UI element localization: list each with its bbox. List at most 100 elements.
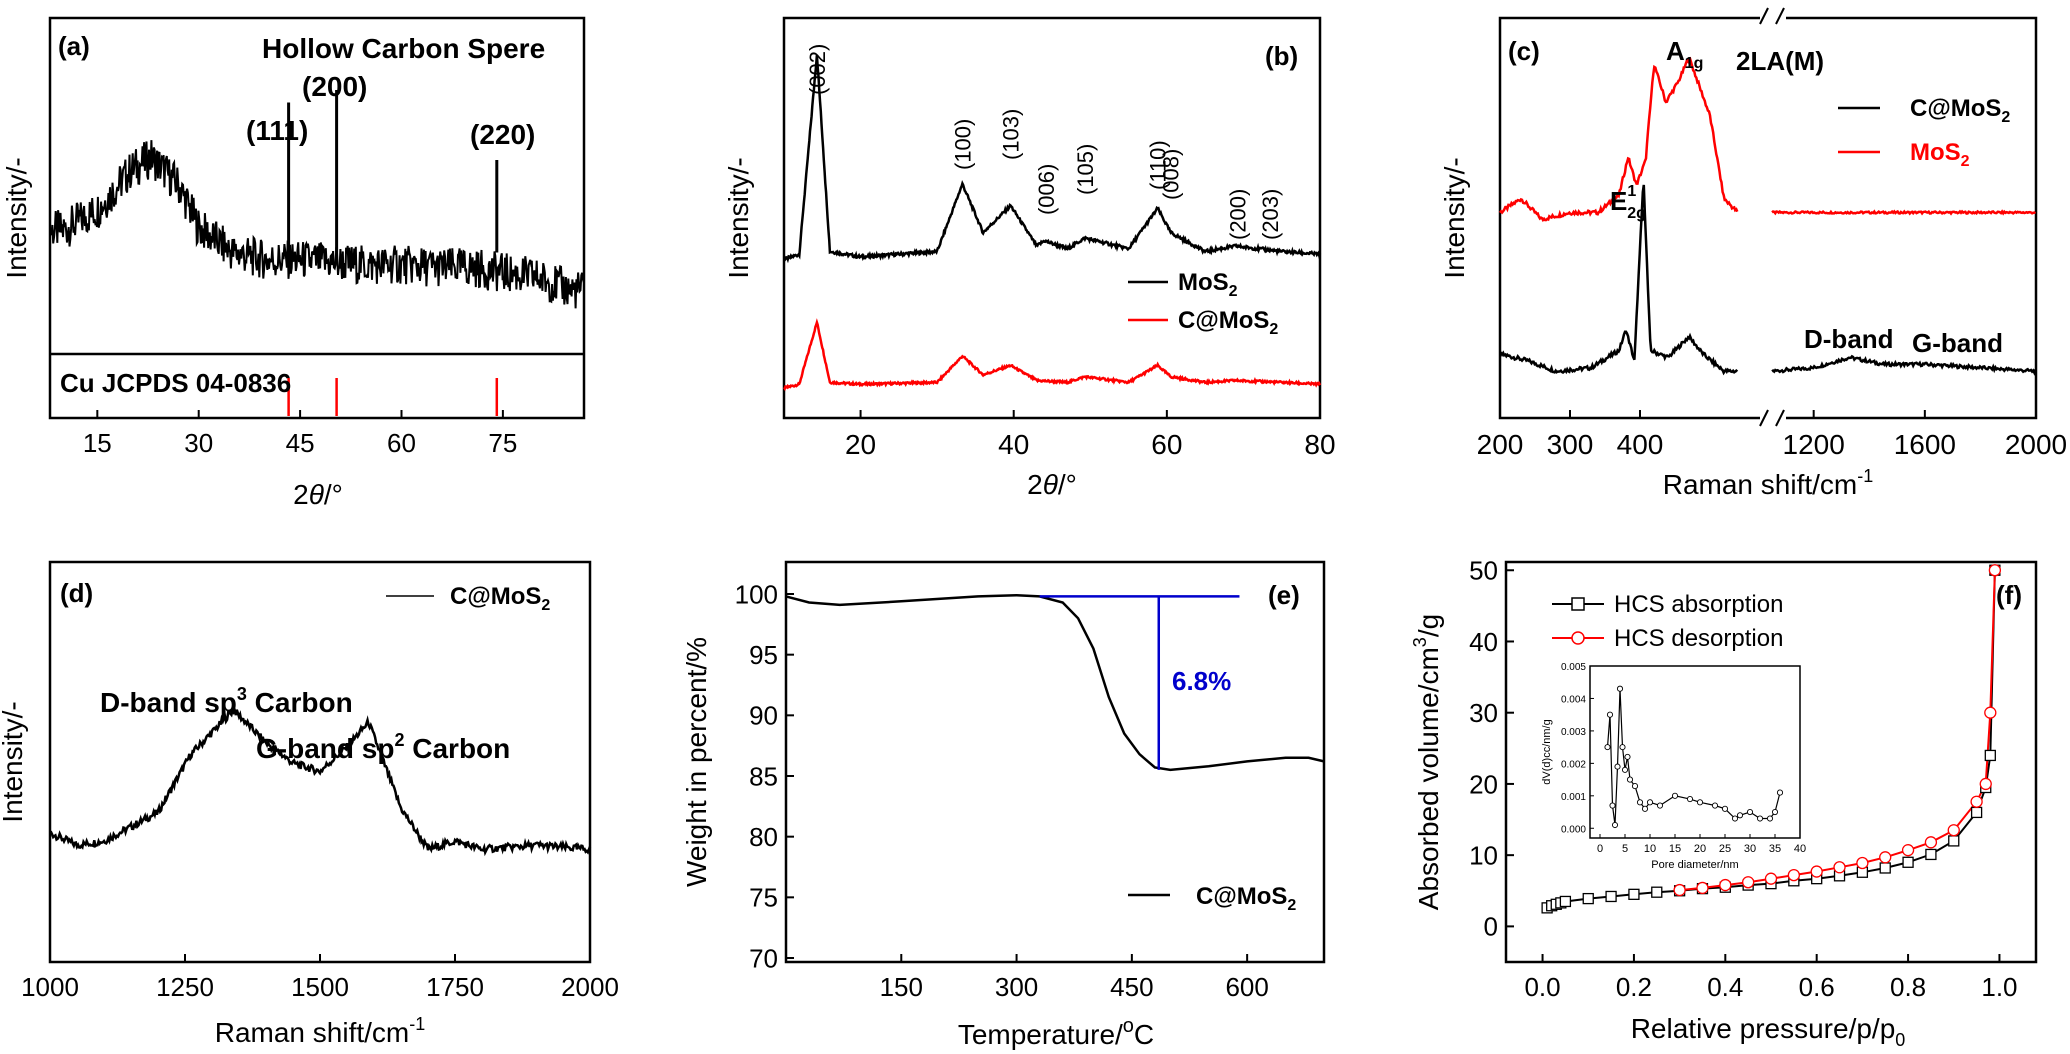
panel-c-x-tick-label-1600: 1600 [1894,429,1956,460]
panel-e-y-tick-label-70: 70 [749,943,778,973]
desorption-point [1924,836,1938,849]
panel-a-xrd-curve [49,140,585,309]
panel-f-y-ticks: 0 10 20 30 40 50 [1469,556,1514,942]
legend-label-c-mos2-raman: C@MoS2 [1910,95,2010,126]
pore-point [1656,802,1664,809]
panel-e-y-tick-label-75: 75 [749,883,778,913]
pore-point [1771,808,1779,816]
panel-d: (d) C@MoS2 D-band sp3 Carbon G-band sp2 … [0,560,619,1048]
panel-c-label: (c) [1508,36,1540,66]
panel-a-x-tick-label-75: 75 [488,428,517,458]
pore-point [1611,821,1619,829]
xrd-peak-label-5: (110) [1146,140,1171,190]
pore-point [1619,744,1626,751]
pore-point [1766,815,1774,822]
desorption-point [1696,881,1709,895]
desorption-point [1988,564,2002,577]
pore-point [1721,805,1729,812]
pore-point [1606,711,1614,718]
xrd-peak-label-2: (103) [999,109,1024,160]
panel-e-x-tick-label-150: 150 [880,972,923,1002]
panel-e-x-label: Temperature/oC [958,1015,1154,1050]
c-mos2-xrd-curve [782,318,1322,392]
panel-a-peak-lines [287,90,499,253]
legend-label-c-mos2-d: C@MoS2 [450,583,550,614]
desorption-point [1979,777,1992,791]
inset-y-tick-label-0.002: 0.002 [1561,759,1586,770]
panel-a-x-tick-label-45: 45 [286,428,315,458]
panel-d-label: (d) [60,578,93,608]
pore-point [1736,812,1744,819]
pore-point [1756,815,1764,822]
panel-a-x-tick-label-60: 60 [387,428,416,458]
panel-d-x-tick-label-1250: 1250 [156,972,214,1002]
panel-f-x-ticks: 0.0 0.2 0.4 0.6 0.8 1.0 [1524,954,2018,1002]
panel-b-x-tick-label-60: 60 [1151,429,1182,460]
panel-e-y-tick-label-85: 85 [749,761,778,791]
inset-x-ticks: 0 5 10 15 20 25 30 35 40 [1597,834,1806,855]
panel-c-x-tick-label-200: 200 [1477,429,1524,460]
absorption-point [1582,892,1594,905]
inset-y-label: dV(d)cc/nm/g [1541,719,1553,784]
xrd-peak-label-1: (100) [950,119,975,170]
panel-f-x-tick-label-0.0: 0.0 [1524,972,1560,1002]
pore-point [1646,799,1654,806]
panel-e-y-tick-label-95: 95 [749,640,778,670]
panel-f-label: (f) [1996,580,2022,610]
panel-e-label: (e) [1268,580,1300,610]
desorption-point [1833,861,1846,874]
inset-x-tick-label-25: 25 [1719,843,1731,855]
panel-f-x-tick-label-0.2: 0.2 [1616,972,1652,1002]
pore-point [1731,815,1739,822]
panel-d-x-ticks: 1000 1250 1500 1750 2000 [21,954,619,1002]
panel-f-y-label: Absorbed volume/cm3/g [1410,614,1444,910]
desorption-point [1984,706,1997,719]
panel-a-x-tick-label-15: 15 [83,428,112,458]
pore-point [1609,802,1616,809]
axis-break-bottom [1759,409,1786,427]
panel-a-title: Hollow Carbon Spere [262,33,545,64]
pore-point [1776,789,1784,796]
xrd-peak-label-6: (008) [1159,149,1184,200]
panel-e-y-ticks: 70 75 80 85 90 95 100 [735,579,794,973]
xrd-peak-label-0: (002) [805,44,830,95]
xrd-peak-label-7: (200) [1225,189,1250,240]
panel-f-y-tick-label-50: 50 [1469,556,1498,586]
panel-d-x-tick-label-2000: 2000 [561,972,619,1002]
c-mos2-tga-curve [785,593,1325,772]
absorption-point [1902,856,1914,868]
peak-label-220: (220) [470,119,535,150]
panel-e: 6.8% (e) C@MoS2 150 300 450 600 70 75 80 85 90 9… [681,560,1326,1050]
panel-b-x-tick-label-80: 80 [1304,429,1335,460]
pore-point [1636,799,1644,806]
panel-a-x-label: 2θ/° [293,479,343,510]
panel-a-y-label: Intensity/- [1,157,32,278]
panel-a-x-ticks: 15 30 45 60 75 [83,410,517,458]
panel-f-y-tick-label-10: 10 [1469,841,1498,871]
legend-label-c-mos2-e: C@MoS2 [1196,883,1296,914]
legend-marker-absorption [1571,597,1585,611]
panel-a-x-tick-label-30: 30 [184,428,213,458]
panel-e-frame [784,560,1326,964]
panel-c-x-tick-label-1200: 1200 [1783,429,1845,460]
legend-label-mos2: MoS2 [1178,269,1238,300]
absorption-point [1984,749,1996,762]
weight-loss-label: 6.8% [1172,666,1231,696]
panel-e-y-tick-label-100: 100 [735,579,778,609]
desorption-point [1856,856,1869,870]
panel-e-y-tick-label-80: 80 [749,822,778,852]
inset-x-tick-label-20: 20 [1694,843,1706,855]
2la-peak-label: 2LA(M) [1736,46,1824,76]
legend-label-desorption: HCS desorption [1614,625,1783,652]
panel-b-x-ticks: 20 40 60 80 [845,410,1336,460]
panel-b: (002) (100) (103) (006) (105) (110)(008) (200)… [723,16,1336,500]
panel-f-x-label: Relative pressure/p/p0 [1631,1013,1906,1050]
panel-f-y-tick-label-20: 20 [1469,769,1498,799]
panel-a-label: (a) [58,31,90,61]
desorption-point [1764,872,1778,885]
legend-label-mos2-raman: MoS2 [1910,139,1970,170]
panel-d-y-label: Intensity/- [0,701,28,822]
pore-point [1621,766,1629,773]
panel-a: (a) Hollow Carbon Spere (111) (200) (220… [1,16,586,510]
panel-a-frame [48,16,586,420]
